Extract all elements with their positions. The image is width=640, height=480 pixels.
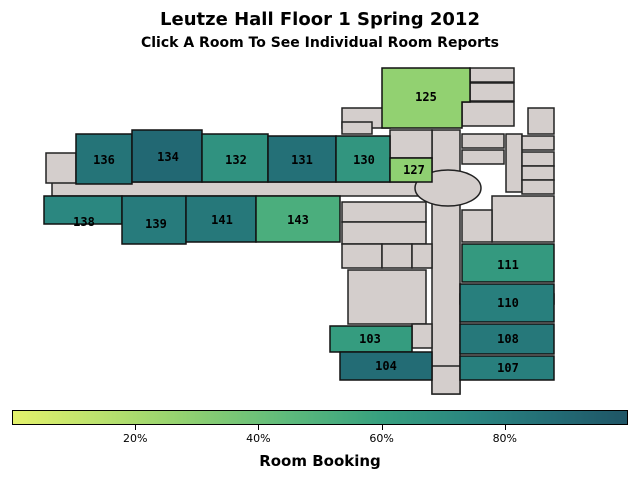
room-143[interactable] bbox=[255, 195, 341, 243]
legend-title: Room Booking bbox=[259, 452, 381, 470]
legend-tick-label: 80% bbox=[492, 432, 518, 445]
room-136[interactable] bbox=[75, 133, 133, 185]
room-134[interactable] bbox=[131, 129, 203, 183]
room-107[interactable] bbox=[459, 355, 555, 381]
room-110[interactable] bbox=[459, 283, 555, 323]
legend-tick-label: 40% bbox=[246, 432, 271, 445]
legend-tick-label: 60% bbox=[369, 432, 394, 445]
room-e2 bbox=[461, 209, 493, 243]
room-104[interactable] bbox=[339, 351, 433, 381]
legend-tick bbox=[504, 425, 506, 430]
room-s1 bbox=[341, 201, 427, 223]
room-132[interactable] bbox=[201, 133, 269, 183]
room-e1 bbox=[491, 195, 555, 243]
room-s5 bbox=[411, 243, 433, 269]
room-n9 bbox=[521, 151, 555, 167]
room-n8 bbox=[521, 135, 555, 151]
room-108[interactable] bbox=[459, 323, 555, 355]
map-title: Leutze Hall Floor 1 Spring 2012 bbox=[160, 9, 480, 30]
room-130[interactable] bbox=[335, 135, 391, 183]
closet-west bbox=[45, 152, 77, 184]
room-s6 bbox=[347, 269, 427, 325]
room-131[interactable] bbox=[267, 135, 337, 183]
room-n4 bbox=[527, 107, 555, 135]
room-111[interactable] bbox=[461, 243, 555, 283]
legend-tick bbox=[381, 425, 383, 430]
room-s8 bbox=[431, 365, 461, 395]
room-125[interactable] bbox=[381, 67, 471, 129]
room-n1 bbox=[469, 67, 515, 83]
color-scale-bar bbox=[12, 410, 628, 425]
legend-tick bbox=[135, 425, 137, 430]
room-141[interactable] bbox=[185, 195, 257, 243]
rooms-layer bbox=[43, 67, 555, 381]
room-n2 bbox=[469, 82, 515, 102]
floor-plan: 125 136 134 132 131 130 127 138 139 141 … bbox=[43, 67, 555, 395]
room-n6 bbox=[461, 149, 505, 165]
room-n5 bbox=[461, 133, 505, 149]
room-138[interactable] bbox=[43, 195, 123, 225]
room-n10 bbox=[521, 165, 555, 181]
room-s2 bbox=[341, 221, 427, 245]
room-127[interactable] bbox=[389, 157, 433, 183]
room-s7 bbox=[411, 323, 433, 349]
room-n3 bbox=[461, 101, 515, 127]
room-nw2 bbox=[341, 121, 373, 135]
room-n7 bbox=[505, 133, 523, 193]
room-s4 bbox=[381, 243, 413, 269]
map-subtitle: Click A Room To See Individual Room Repo… bbox=[140, 35, 500, 51]
room-103[interactable] bbox=[329, 325, 413, 353]
room-s3 bbox=[341, 243, 383, 269]
room-n11 bbox=[521, 179, 555, 195]
legend-tick bbox=[258, 425, 260, 430]
room-nw3 bbox=[389, 129, 433, 159]
room-139[interactable] bbox=[121, 195, 187, 245]
legend-tick-label: 20% bbox=[122, 432, 148, 445]
